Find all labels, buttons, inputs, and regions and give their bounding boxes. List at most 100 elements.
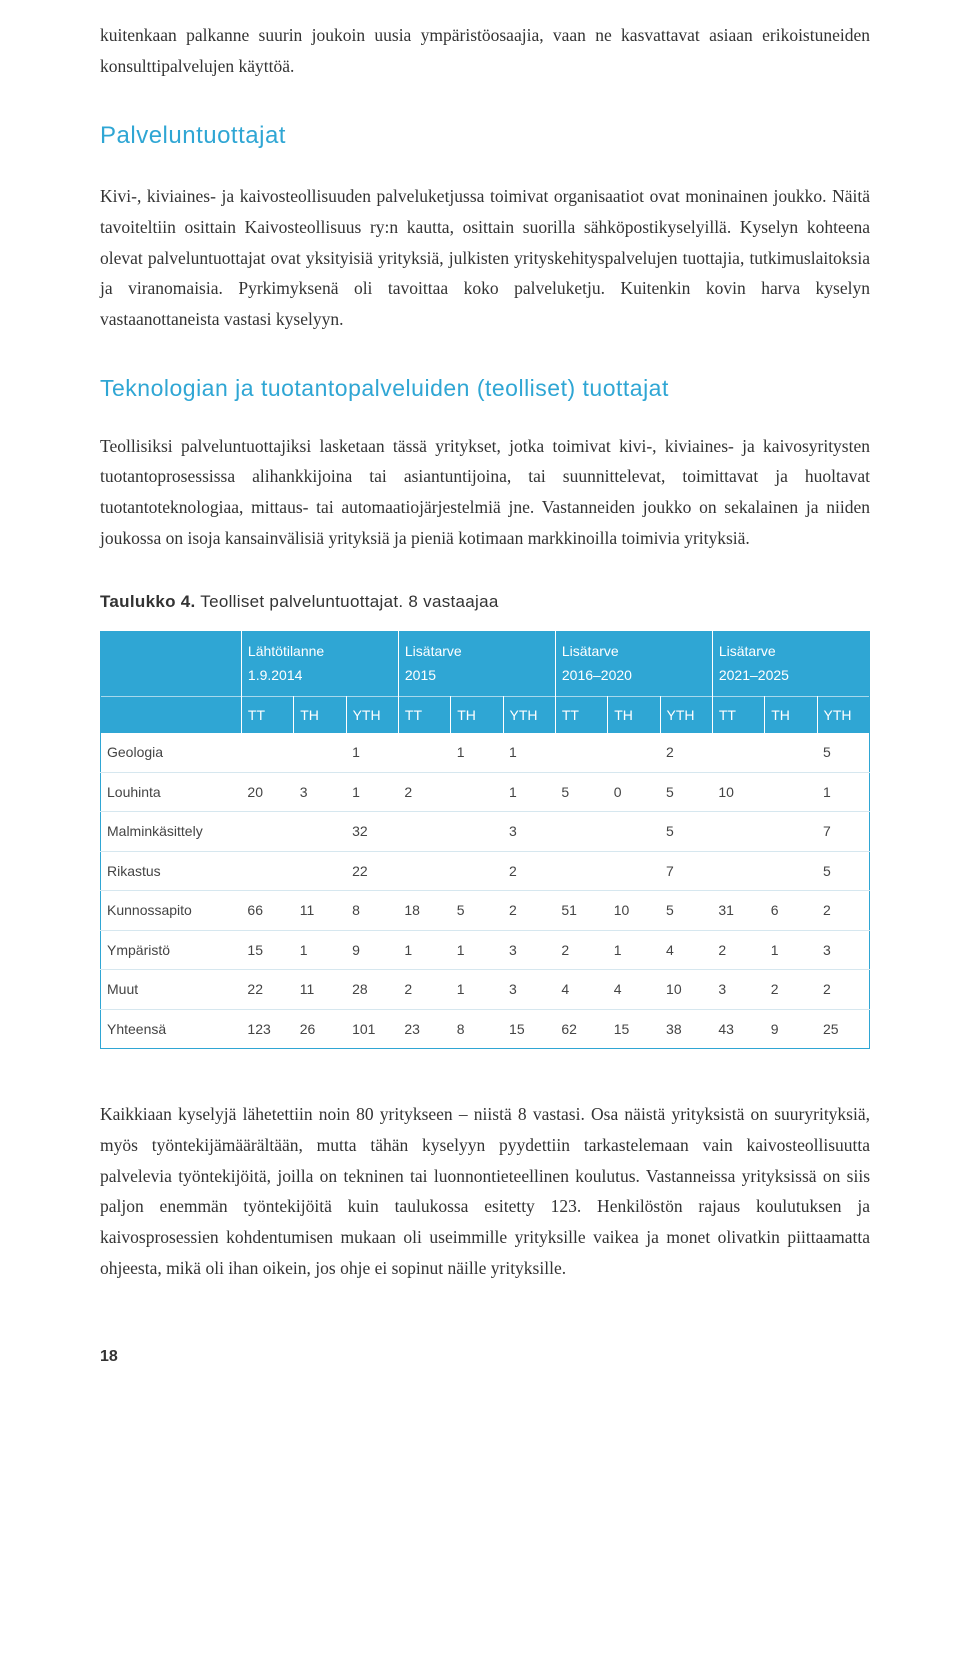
table4-group-3-sublabel: 2021–2025 — [719, 667, 789, 683]
cell: 8 — [451, 1009, 503, 1049]
intro-paragraph: kuitenkaan palkanne suurin joukoin uusia… — [100, 20, 870, 81]
cell: 3 — [712, 970, 764, 1010]
table4-group-row: Lähtötilanne 1.9.2014 Lisätarve 2015 Lis… — [101, 631, 870, 697]
row-label: Geologia — [101, 733, 242, 772]
table4-sub-11: YTH — [817, 696, 869, 733]
cell: 2 — [817, 970, 869, 1010]
cell: 5 — [660, 812, 712, 852]
section-palveluntuottajat-paragraph: Kivi-, kiviaines- ja kaivosteollisuuden … — [100, 181, 870, 334]
table4-group-1-label: Lisätarve — [405, 643, 462, 659]
table4-corner — [101, 631, 242, 697]
row-label: Yhteensä — [101, 1009, 242, 1049]
cell: 4 — [660, 930, 712, 970]
cell — [765, 851, 817, 891]
cell: 4 — [555, 970, 607, 1010]
table4-sub-0: TT — [241, 696, 293, 733]
cell — [241, 733, 293, 772]
closing-paragraph: Kaikkiaan kyselyjä lähetettiin noin 80 y… — [100, 1099, 870, 1283]
cell — [451, 812, 503, 852]
table4: Lähtötilanne 1.9.2014 Lisätarve 2015 Lis… — [100, 631, 870, 1050]
table4-sub-6: TT — [555, 696, 607, 733]
table-row: Muut2211282134410322 — [101, 970, 870, 1010]
cell: 101 — [346, 1009, 398, 1049]
cell: 7 — [660, 851, 712, 891]
cell: 5 — [451, 891, 503, 931]
cell: 5 — [660, 772, 712, 812]
cell — [765, 733, 817, 772]
cell: 32 — [346, 812, 398, 852]
table4-sub-5: YTH — [503, 696, 555, 733]
table4-group-2: Lisätarve 2016–2020 — [555, 631, 712, 697]
cell: 15 — [241, 930, 293, 970]
table4-group-2-sublabel: 2016–2020 — [562, 667, 632, 683]
cell: 66 — [241, 891, 293, 931]
cell: 10 — [712, 772, 764, 812]
cell: 20 — [241, 772, 293, 812]
section-palveluntuottajat-title: Palveluntuottajat — [100, 115, 870, 157]
table4-caption-rest: Teolliset palveluntuottajat. 8 vastaajaa — [196, 592, 499, 611]
row-label: Ympäristö — [101, 930, 242, 970]
cell: 1 — [765, 930, 817, 970]
cell — [712, 851, 764, 891]
cell: 18 — [398, 891, 450, 931]
cell — [294, 733, 346, 772]
cell: 2 — [817, 891, 869, 931]
table4-group-3-label: Lisätarve — [719, 643, 776, 659]
cell: 10 — [660, 970, 712, 1010]
table4-group-0-sublabel: 1.9.2014 — [248, 667, 303, 683]
row-label: Louhinta — [101, 772, 242, 812]
cell: 2 — [660, 733, 712, 772]
cell: 5 — [660, 891, 712, 931]
cell: 23 — [398, 1009, 450, 1049]
cell — [712, 812, 764, 852]
row-label: Malminkäsittely — [101, 812, 242, 852]
table4-group-1-sublabel: 2015 — [405, 667, 436, 683]
cell — [294, 812, 346, 852]
table4-sub-1: TH — [294, 696, 346, 733]
cell — [608, 733, 660, 772]
table4-group-0-label: Lähtötilanne — [248, 643, 324, 659]
cell: 1 — [294, 930, 346, 970]
cell: 2 — [398, 970, 450, 1010]
cell: 2 — [503, 851, 555, 891]
cell — [398, 851, 450, 891]
cell: 2 — [503, 891, 555, 931]
table-row: Ympäristö1519113214213 — [101, 930, 870, 970]
cell: 43 — [712, 1009, 764, 1049]
cell: 3 — [503, 970, 555, 1010]
cell: 1 — [503, 772, 555, 812]
cell: 22 — [241, 970, 293, 1010]
cell: 1 — [503, 733, 555, 772]
cell: 1 — [817, 772, 869, 812]
table4-sub-8: YTH — [660, 696, 712, 733]
table-row: Rikastus22275 — [101, 851, 870, 891]
cell: 62 — [555, 1009, 607, 1049]
cell: 15 — [608, 1009, 660, 1049]
table-row: Kunnossapito661181852511053162 — [101, 891, 870, 931]
cell: 6 — [765, 891, 817, 931]
cell: 38 — [660, 1009, 712, 1049]
cell: 123 — [241, 1009, 293, 1049]
section-teknologian-title: Teknologian ja tuotantopalveluiden (teol… — [100, 368, 870, 408]
cell: 28 — [346, 970, 398, 1010]
cell — [241, 812, 293, 852]
table4-sub-2: YTH — [346, 696, 398, 733]
table4-group-0: Lähtötilanne 1.9.2014 — [241, 631, 398, 697]
cell: 9 — [765, 1009, 817, 1049]
row-label: Kunnossapito — [101, 891, 242, 931]
table4-sub-corner — [101, 696, 242, 733]
cell: 2 — [765, 970, 817, 1010]
cell: 1 — [608, 930, 660, 970]
cell — [765, 772, 817, 812]
cell — [451, 772, 503, 812]
cell — [398, 812, 450, 852]
table4-caption-bold: Taulukko 4. — [100, 592, 196, 611]
cell — [294, 851, 346, 891]
table4-body: Geologia11125Louhinta203121505101Malmink… — [101, 733, 870, 1049]
table4-sub-7: TH — [608, 696, 660, 733]
cell: 1 — [451, 970, 503, 1010]
cell: 31 — [712, 891, 764, 931]
cell: 25 — [817, 1009, 869, 1049]
cell: 1 — [346, 772, 398, 812]
cell — [765, 812, 817, 852]
